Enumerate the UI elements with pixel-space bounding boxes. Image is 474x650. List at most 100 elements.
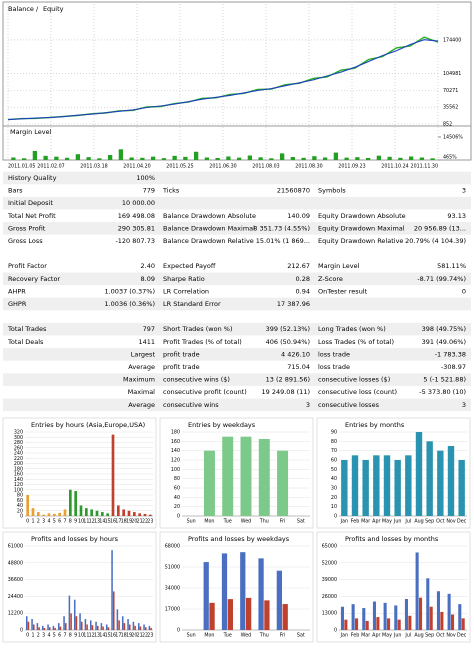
stat-label: Short Trades (won %) bbox=[163, 325, 233, 333]
stat-label: Total Deals bbox=[7, 338, 44, 346]
bar bbox=[149, 514, 152, 516]
bar bbox=[145, 627, 147, 630]
bar bbox=[26, 495, 29, 516]
x-tick-label: Aug bbox=[414, 519, 423, 525]
bar bbox=[204, 157, 210, 160]
stat-label: Equity Drawdown Relative bbox=[318, 237, 403, 245]
x-tick-label: Fri bbox=[280, 633, 286, 639]
x-tick-label: 9 bbox=[74, 519, 77, 525]
x-tick-label: Feb bbox=[351, 519, 360, 525]
stat-label: Recovery Factor bbox=[8, 275, 60, 283]
bar bbox=[58, 512, 61, 516]
x-tick-label: 13 bbox=[94, 519, 100, 525]
bar bbox=[221, 553, 228, 630]
row-background bbox=[3, 297, 471, 311]
stat-label: consecutive profit (count) bbox=[163, 388, 247, 396]
x-tick-label: 20 bbox=[131, 633, 137, 639]
x-tick-label: 17 bbox=[115, 519, 121, 525]
x-tick-label: 2 bbox=[37, 633, 40, 639]
x-tick-label: Sat bbox=[297, 633, 305, 639]
bar bbox=[47, 513, 51, 516]
bar bbox=[246, 597, 252, 630]
x-tick-label: Aug bbox=[414, 633, 423, 639]
stat-value: Maximal bbox=[128, 388, 156, 396]
bar bbox=[394, 605, 398, 630]
bar bbox=[376, 617, 380, 630]
legend-separator: / bbox=[36, 5, 39, 13]
bar bbox=[312, 156, 317, 160]
x-tick-label: Feb bbox=[351, 633, 360, 639]
bar bbox=[101, 512, 104, 516]
stat-value: -8.71 (99.74%) bbox=[417, 275, 466, 283]
stat-value: 13 (2 891.56) bbox=[266, 376, 310, 384]
y-tick-label: 13000 bbox=[322, 611, 337, 617]
bar bbox=[52, 625, 55, 630]
bar bbox=[43, 155, 48, 160]
bar bbox=[383, 602, 387, 630]
stat-label: Long Trades (won %) bbox=[318, 325, 386, 333]
bar bbox=[25, 616, 28, 630]
y-tick-label: 180 bbox=[171, 430, 180, 436]
stat-value: 8.09 bbox=[141, 275, 155, 283]
y-tick-label: 80 bbox=[331, 439, 337, 445]
stat-label: Equity Drawdown Maximal bbox=[318, 224, 405, 232]
stat-value: Largest bbox=[131, 350, 156, 358]
x-tick-label: 1 bbox=[31, 519, 34, 525]
stat-value: -120 807.73 bbox=[115, 237, 155, 245]
x-tick-label: 12 bbox=[89, 519, 95, 525]
stat-value: 399 (52.13%) bbox=[266, 325, 310, 333]
bar bbox=[100, 623, 103, 630]
x-tick-label: Oct bbox=[436, 519, 444, 525]
bar bbox=[461, 618, 465, 630]
bar bbox=[42, 514, 45, 516]
stat-label: Expected Payoff bbox=[163, 262, 216, 270]
x-tick-label: 21 bbox=[137, 633, 143, 639]
bar bbox=[247, 155, 253, 160]
stat-label: Margin Level bbox=[318, 262, 360, 270]
y-tick-label: 320 bbox=[14, 430, 23, 436]
stat-label: profit trade bbox=[163, 363, 200, 371]
x-tick-label: Mon bbox=[204, 633, 214, 639]
y-tick-label: 30 bbox=[331, 486, 337, 492]
bar bbox=[97, 625, 99, 630]
y-tick-label: 300 bbox=[14, 435, 23, 441]
bar bbox=[85, 508, 88, 516]
bar bbox=[21, 158, 27, 160]
bar bbox=[63, 509, 67, 516]
bar bbox=[355, 157, 360, 160]
bar bbox=[27, 621, 30, 630]
chart-frame bbox=[2, 1, 472, 161]
x-tick-label: 23 bbox=[147, 633, 153, 639]
x-tick-label: 23 bbox=[147, 519, 153, 525]
x-tick-label: 10 bbox=[78, 519, 84, 525]
row-background bbox=[3, 171, 471, 185]
x-tick-label: 11 bbox=[83, 633, 89, 639]
y-tick-label: 61000 bbox=[8, 544, 23, 550]
bar bbox=[138, 513, 141, 516]
bar bbox=[133, 512, 136, 516]
y-tick-label: 120 bbox=[171, 458, 180, 464]
stat-value: 0.94 bbox=[296, 287, 310, 295]
bar bbox=[143, 513, 147, 516]
stat-value: 5 (-1 521.88) bbox=[423, 376, 466, 384]
bar bbox=[340, 606, 344, 630]
bar bbox=[69, 489, 72, 516]
bar bbox=[150, 627, 152, 630]
stat-label: LR Correlation bbox=[163, 287, 209, 295]
bar bbox=[351, 455, 359, 516]
stat-label: Ticks bbox=[162, 187, 180, 195]
bar bbox=[97, 158, 102, 160]
stat-value: 17 387.96 bbox=[277, 300, 310, 308]
bar bbox=[54, 156, 59, 160]
y-tick-label: 160 bbox=[171, 439, 180, 445]
y-tick-label: 40 bbox=[17, 503, 23, 509]
x-tick-label: 2 bbox=[37, 519, 40, 525]
x-tick-label: 4 bbox=[47, 519, 50, 525]
bar bbox=[240, 436, 252, 516]
x-tick-label: Jun bbox=[393, 519, 402, 525]
bar bbox=[387, 618, 391, 630]
y-tick-label: 40 bbox=[331, 476, 337, 482]
bar bbox=[150, 156, 156, 160]
row-background bbox=[3, 272, 471, 286]
y-tick-label: 0 bbox=[334, 514, 337, 520]
